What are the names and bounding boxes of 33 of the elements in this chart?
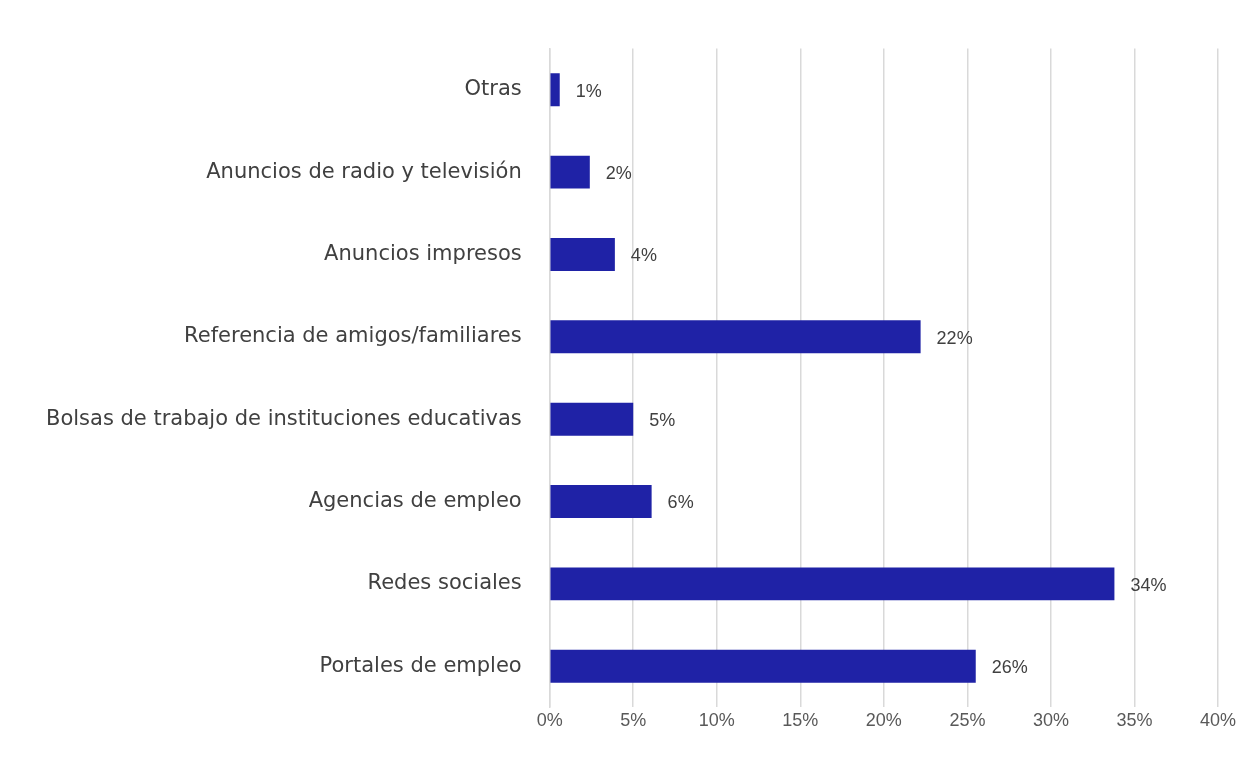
data-label: 22% — [936, 327, 973, 348]
data-label: 34% — [1130, 574, 1167, 595]
data-label: 1% — [575, 80, 602, 101]
bar — [550, 155, 590, 189]
y-tick-label: Otras — [464, 76, 522, 101]
bar — [550, 402, 634, 436]
x-tick-label: 0% — [536, 710, 563, 731]
y-tick-label: Anuncios impresos — [324, 240, 522, 265]
y-tick-label: Portales de empleo — [319, 652, 522, 677]
bar — [550, 485, 652, 518]
y-tick-label: Bolsas de trabajo de instituciones educativas — [45, 405, 522, 430]
data-label: 2% — [605, 163, 632, 184]
bar — [550, 649, 976, 683]
x-tick-label: 5% — [620, 710, 647, 731]
x-tick-label: 10% — [698, 710, 735, 731]
bar — [550, 320, 921, 354]
data-label: 6% — [667, 492, 694, 513]
data-label: 4% — [630, 245, 657, 266]
x-tick-label: 35% — [1116, 710, 1153, 731]
bar — [550, 238, 615, 271]
data-label: 5% — [649, 410, 676, 431]
x-tick-label: 30% — [1032, 710, 1069, 731]
x-tick-label: 20% — [865, 710, 902, 731]
bar — [550, 567, 1115, 601]
y-tick-label: Agencias de empleo — [308, 487, 522, 512]
y-tick-label: Redes sociales — [367, 570, 522, 595]
x-tick-label: 15% — [782, 710, 819, 731]
data-label: 26% — [991, 657, 1028, 678]
y-tick-label: Referencia de amigos/familiares — [184, 323, 522, 348]
bar — [550, 73, 560, 107]
x-tick-label: 25% — [949, 710, 986, 731]
y-tick-label: Anuncios de radio y televisión — [206, 158, 522, 183]
x-tick-label: 40% — [1199, 710, 1237, 731]
